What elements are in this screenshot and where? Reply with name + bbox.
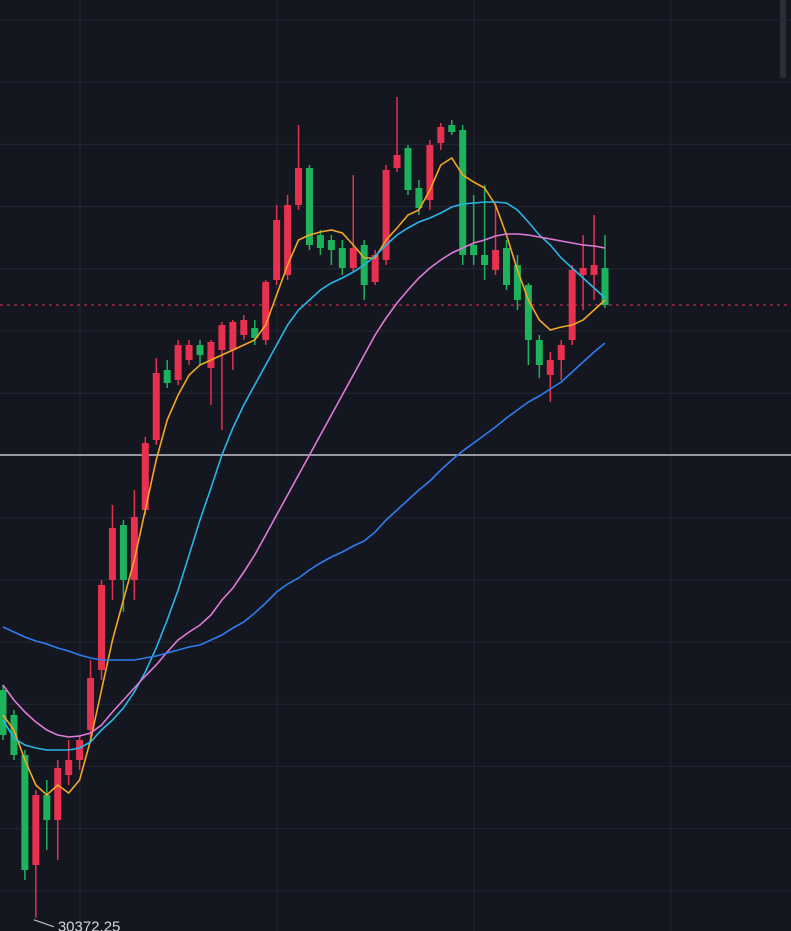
candle-body <box>579 268 587 275</box>
candle-body <box>349 248 357 268</box>
candle-body <box>459 130 467 255</box>
candle-body <box>240 320 248 335</box>
candle-body <box>437 127 445 143</box>
candle-body <box>273 220 281 280</box>
candle-body <box>262 282 270 340</box>
candle-body <box>65 760 73 775</box>
candle-body <box>21 755 29 870</box>
candle-body <box>448 125 456 132</box>
candle-body <box>601 268 609 305</box>
moving-average-line <box>2 233 606 738</box>
candle-body <box>284 205 292 275</box>
candle-body <box>393 155 401 168</box>
candle-body <box>382 170 390 260</box>
candle-body <box>108 528 116 580</box>
candle-body <box>141 443 149 510</box>
candle-body <box>316 235 324 248</box>
candle-body <box>535 340 543 365</box>
candle-body <box>492 250 500 270</box>
candle-body <box>415 188 423 208</box>
candle-body <box>338 248 346 268</box>
candle-body <box>0 690 7 735</box>
candle-body <box>43 795 51 820</box>
candle-body <box>305 168 313 245</box>
candle-body <box>229 322 237 350</box>
candle-body <box>218 325 226 350</box>
candle-body <box>404 148 412 190</box>
candle-body <box>163 370 171 383</box>
candle-body <box>152 373 160 440</box>
candle-body <box>98 585 106 670</box>
candle-body <box>54 768 62 820</box>
candle-body <box>295 168 303 205</box>
candle-body <box>557 345 565 360</box>
candle-body <box>546 360 554 375</box>
candle-body <box>76 740 84 760</box>
candle-body <box>371 255 379 282</box>
candle-body <box>196 345 204 355</box>
candle-body <box>32 795 40 865</box>
moving-average-line <box>2 342 606 661</box>
candle-body <box>470 245 478 255</box>
candle-body <box>130 517 138 580</box>
candle-body <box>174 345 182 380</box>
moving-average-line <box>2 201 606 751</box>
candle-body <box>513 265 521 300</box>
candle-body <box>568 270 576 340</box>
low-label: 30372.25 <box>58 919 121 931</box>
candle-body <box>87 678 95 730</box>
candle-body <box>10 715 18 755</box>
candle-body <box>426 145 434 200</box>
candle-body <box>481 255 489 265</box>
candle-body <box>502 248 510 285</box>
candle-body <box>524 285 532 340</box>
low-pointer <box>33 919 55 928</box>
candle-body <box>185 345 193 360</box>
candle-body <box>251 328 259 338</box>
candle-body <box>207 342 215 368</box>
candle-body <box>327 240 335 250</box>
scrollbar[interactable] <box>780 0 786 78</box>
candle-body <box>119 525 127 580</box>
candle-body <box>590 265 598 275</box>
moving-average-line <box>2 156 606 797</box>
